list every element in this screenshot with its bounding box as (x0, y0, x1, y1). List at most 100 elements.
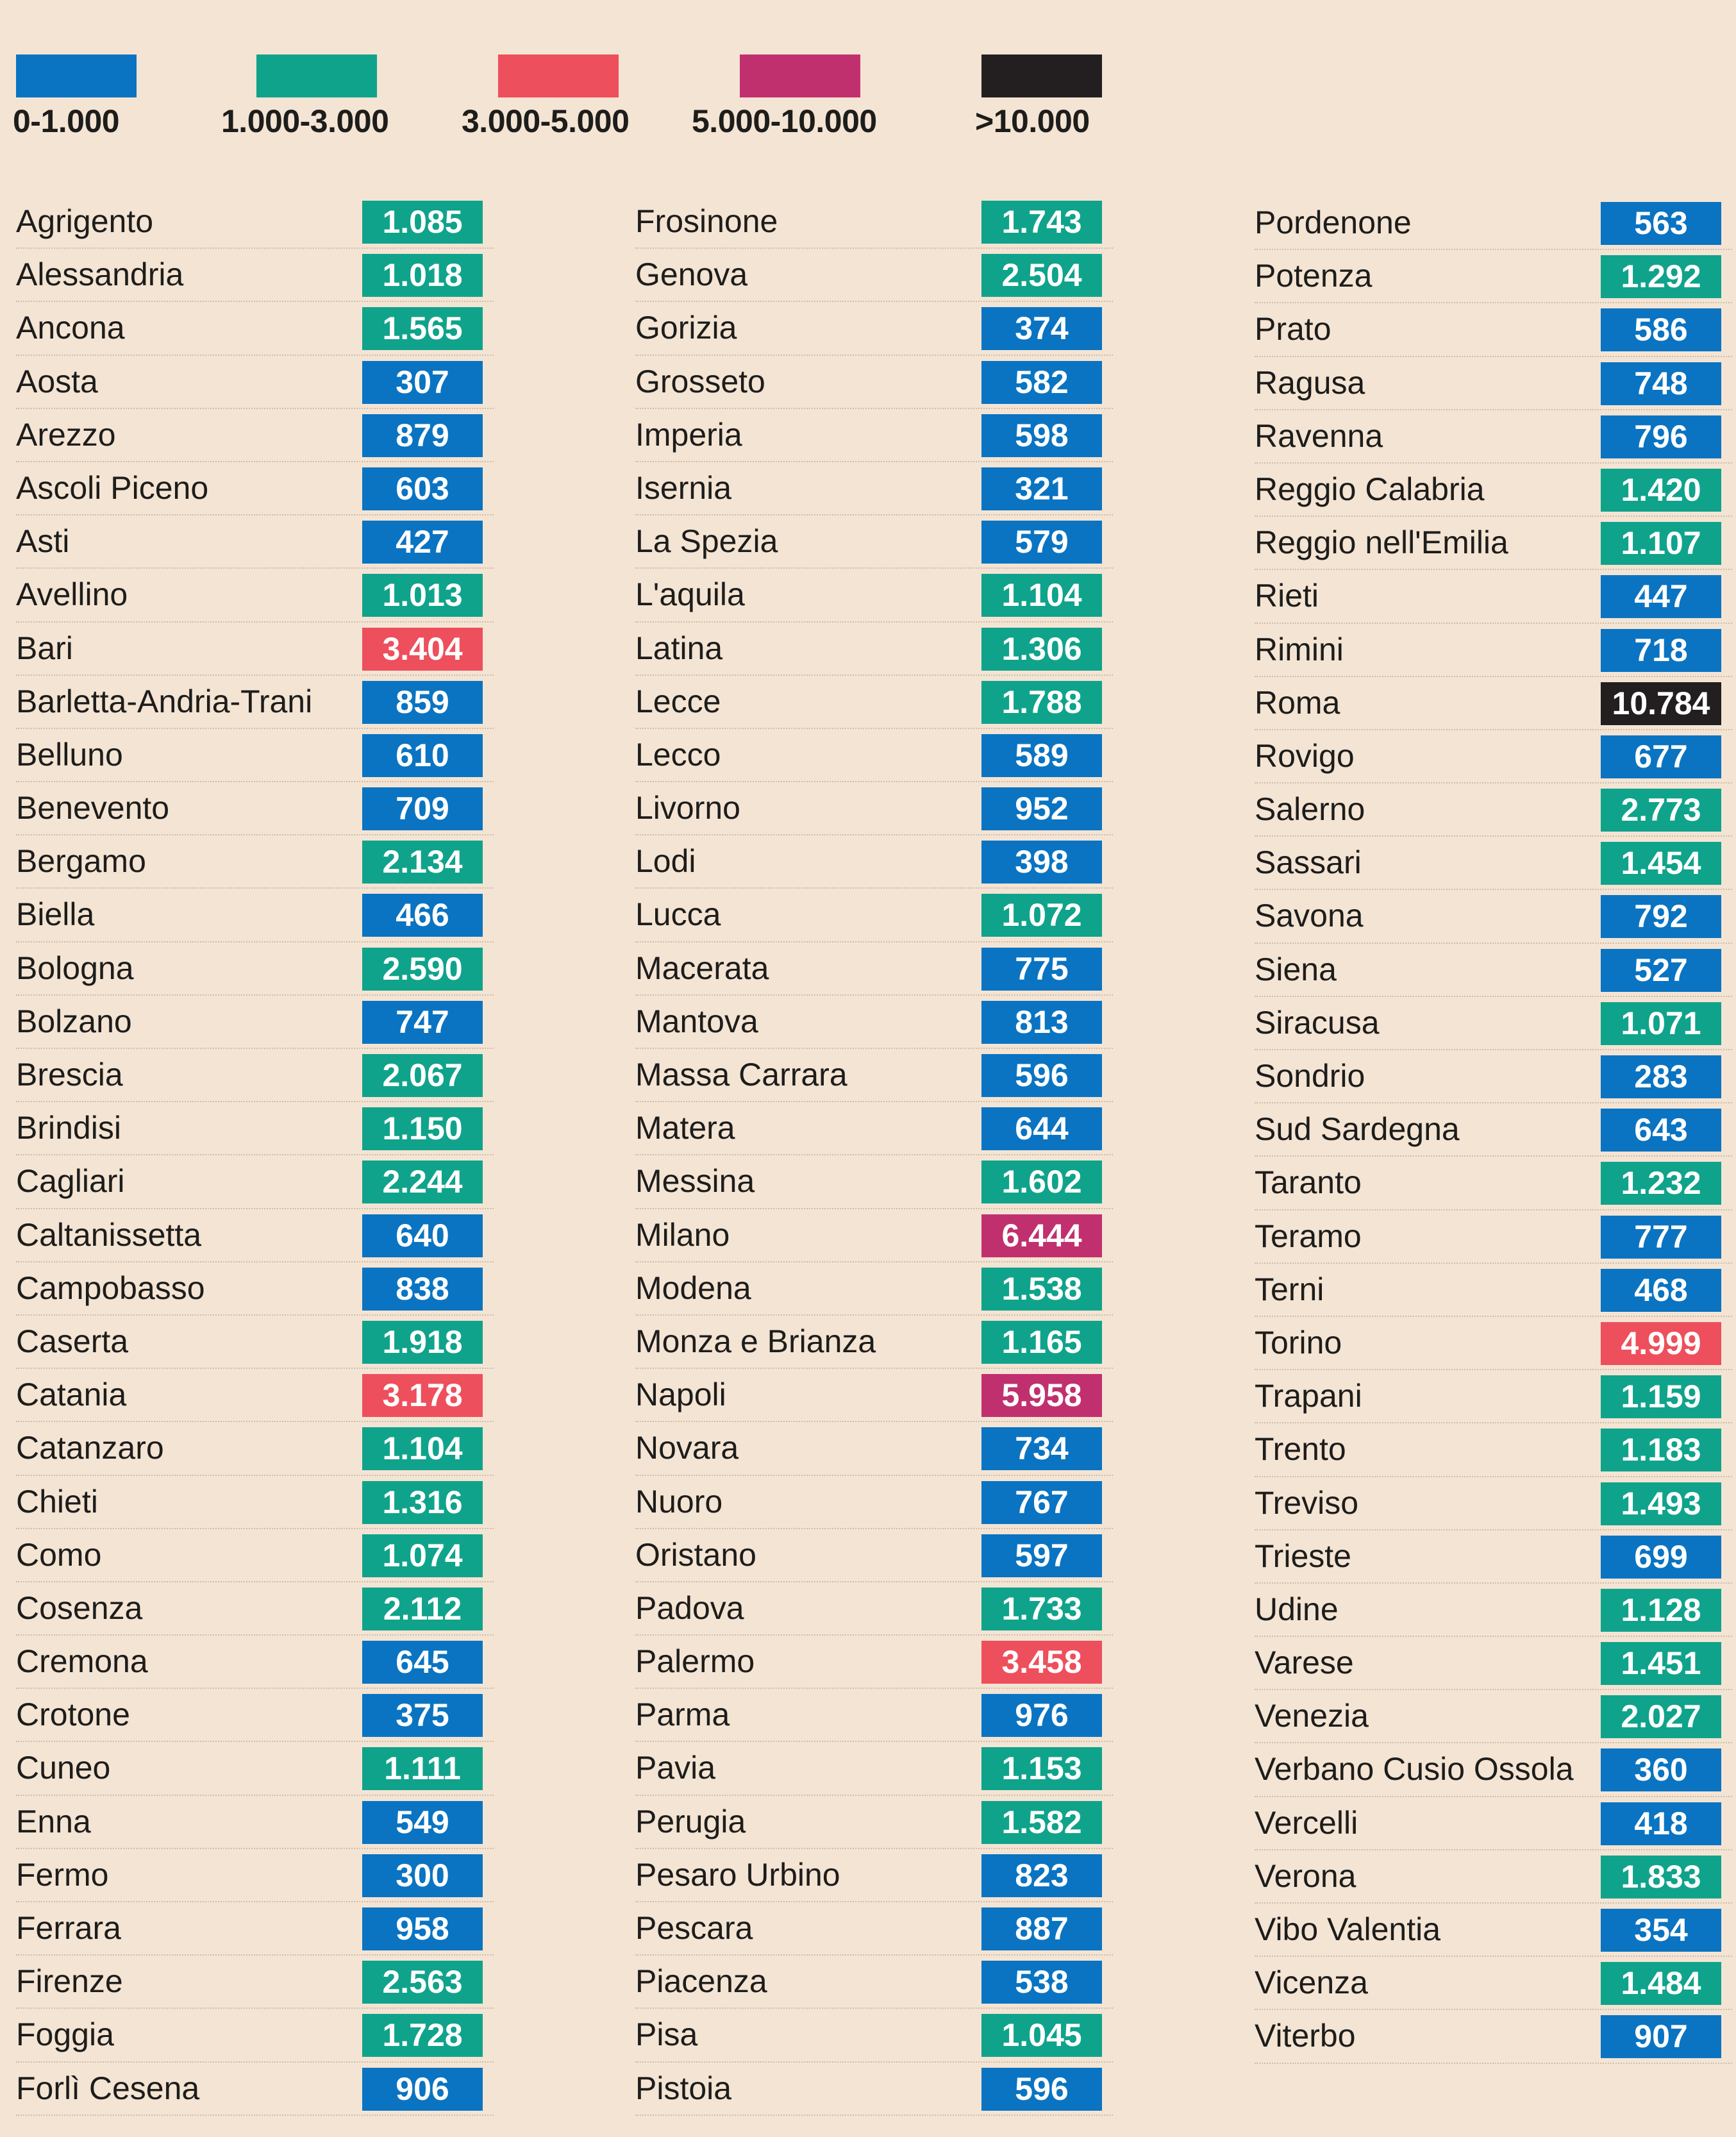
table-row: Livorno 952 (635, 782, 1113, 836)
value-badge: 2.067 (362, 1054, 483, 1097)
value-badge: 748 (1601, 362, 1721, 405)
value-badge: 859 (362, 680, 483, 724)
value-badge: 579 (981, 521, 1102, 564)
city-name: Sud Sardegna (1255, 1111, 1460, 1148)
city-column-2: Frosinone 1.743 Genova 2.504 Gorizia 374 Gross… (635, 196, 1113, 2116)
value-badge: 1.111 (362, 1747, 483, 1791)
value-badge: 1.045 (981, 2014, 1102, 2057)
city-name: Torino (1255, 1324, 1342, 1361)
table-row: Lecco 589 (635, 729, 1113, 783)
value-badge: 1.165 (981, 1320, 1102, 1364)
table-row: Udine 1.128 (1255, 1584, 1732, 1638)
table-row: Brescia 2.067 (16, 1049, 494, 1103)
table-row: Foggia 1.728 (16, 2009, 494, 2063)
city-name: Bologna (16, 950, 134, 986)
value-badge: 527 (1601, 948, 1721, 992)
value-badge: 375 (362, 1694, 483, 1738)
city-name: Como (16, 1536, 102, 1573)
table-row: Asti 427 (16, 515, 494, 569)
city-name: L'aquila (635, 576, 745, 613)
value-badge: 538 (981, 1961, 1102, 2004)
table-row: Verona 1.833 (1255, 1850, 1732, 1904)
table-row: Potenza 1.292 (1255, 250, 1732, 304)
table-row: Messina 1.602 (635, 1155, 1113, 1209)
value-badge: 1.232 (1601, 1162, 1721, 1205)
table-row: Sondrio 283 (1255, 1050, 1732, 1104)
table-row: Pescara 887 (635, 1902, 1113, 1956)
table-row: Matera 644 (635, 1102, 1113, 1156)
city-name: Siena (1255, 951, 1337, 987)
value-badge: 468 (1601, 1268, 1721, 1312)
legend-swatch (256, 54, 377, 97)
table-row: Caltanissetta 640 (16, 1209, 494, 1262)
table-row: Vibo Valentia 354 (1255, 1904, 1732, 1957)
city-name: Messina (635, 1163, 755, 1200)
value-badge: 1.451 (1601, 1642, 1721, 1686)
table-row: Trieste 699 (1255, 1530, 1732, 1584)
city-name: Ravenna (1255, 417, 1383, 454)
value-badge: 775 (981, 947, 1102, 991)
city-name: Vicenza (1255, 1965, 1368, 2001)
value-badge: 1.018 (362, 254, 483, 298)
city-name: Catanzaro (16, 1430, 164, 1466)
city-name: Parma (635, 1697, 730, 1733)
table-row: Bari 3.404 (16, 623, 494, 676)
city-name: Ragusa (1255, 364, 1365, 401)
value-badge: 10.784 (1601, 682, 1721, 725)
city-name: Taranto (1255, 1164, 1362, 1201)
table-row: Pesaro Urbino 823 (635, 1849, 1113, 1902)
table-row: Forlì Cesena 906 (16, 2063, 494, 2116)
legend-swatch (16, 54, 137, 97)
value-badge: 2.590 (362, 947, 483, 991)
table-row: Firenze 2.563 (16, 1956, 494, 2009)
city-name: Crotone (16, 1697, 130, 1733)
city-name: Foggia (16, 2016, 114, 2053)
value-badge: 1.306 (981, 627, 1102, 671)
legend-label: 0-1.000 (13, 103, 120, 139)
value-badge: 2.504 (981, 254, 1102, 298)
table-row: Grosseto 582 (635, 356, 1113, 409)
value-badge: 907 (1601, 2015, 1721, 2059)
city-name: Sondrio (1255, 1058, 1365, 1094)
city-name: Napoli (635, 1377, 726, 1413)
legend-label: >10.000 (975, 103, 1090, 139)
value-badge: 1.918 (362, 1320, 483, 1364)
value-badge: 952 (981, 787, 1102, 831)
city-name: Bolzano (16, 1003, 132, 1039)
table-row: Sassari 1.454 (1255, 837, 1732, 891)
value-badge: 1.292 (1601, 255, 1721, 299)
table-row: Verbano Cusio Ossola 360 (1255, 1743, 1732, 1797)
table-row: Cosenza 2.112 (16, 1582, 494, 1636)
table-row: Bolzano 747 (16, 996, 494, 1049)
value-badge: 1.104 (362, 1427, 483, 1471)
value-badge: 300 (362, 1854, 483, 1897)
city-name: Potenza (1255, 258, 1373, 294)
city-name: Caserta (16, 1323, 129, 1359)
table-row: Pistoia 596 (635, 2063, 1113, 2116)
value-badge: 777 (1601, 1215, 1721, 1259)
value-badge: 1.104 (981, 574, 1102, 617)
city-name: Roma (1255, 684, 1340, 721)
table-row: Prato 586 (1255, 303, 1732, 357)
city-name: Vibo Valentia (1255, 1911, 1441, 1947)
city-name: Oristano (635, 1536, 756, 1573)
city-name: Barletta-Andria-Trani (16, 683, 313, 719)
value-badge: 563 (1601, 202, 1721, 245)
value-badge: 321 (981, 467, 1102, 510)
value-badge: 879 (362, 414, 483, 457)
table-row: Imperia 598 (635, 409, 1113, 462)
value-badge: 1.316 (362, 1480, 483, 1524)
value-badge: 1.072 (981, 894, 1102, 937)
value-badge: 2.027 (1601, 1695, 1721, 1739)
city-name: Brescia (16, 1057, 123, 1093)
table-row: Perugia 1.582 (635, 1796, 1113, 1849)
table-row: Reggio nell'Emilia 1.107 (1255, 517, 1732, 571)
value-badge: 603 (362, 467, 483, 510)
city-name: Ascoli Piceno (16, 469, 209, 506)
legend-item-over-10000: >10.000 (975, 54, 1199, 151)
table-row: Venezia 2.027 (1255, 1690, 1732, 1744)
value-badge: 1.733 (981, 1587, 1102, 1630)
value-badge: 767 (981, 1480, 1102, 1524)
table-row: Caserta 1.918 (16, 1316, 494, 1370)
value-badge: 2.112 (362, 1587, 483, 1630)
